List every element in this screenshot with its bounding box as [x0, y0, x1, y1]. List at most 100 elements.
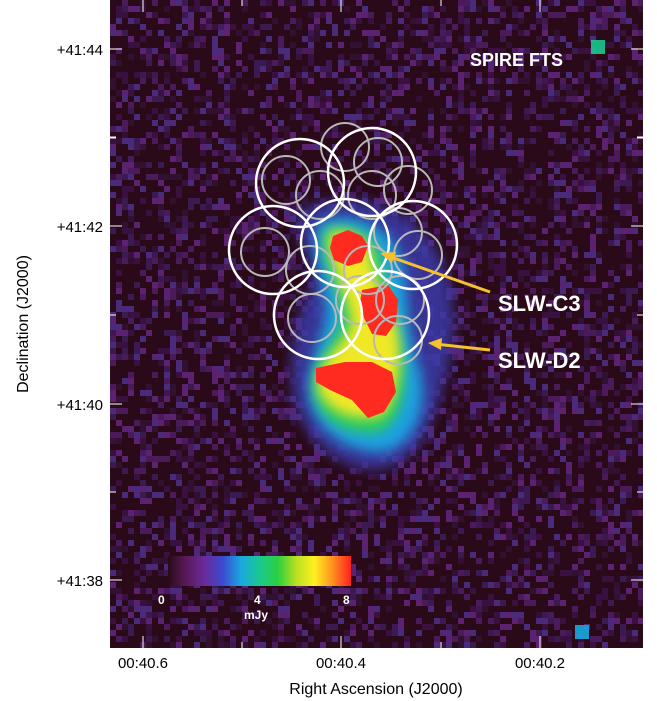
noise-pixel	[458, 552, 464, 558]
noise-pixel	[332, 612, 338, 618]
noise-pixel	[476, 168, 482, 174]
noise-pixel	[176, 642, 182, 648]
noise-pixel	[506, 546, 512, 552]
noise-pixel	[368, 72, 374, 78]
noise-pixel	[338, 588, 344, 594]
noise-pixel	[464, 510, 470, 516]
noise-pixel	[488, 504, 494, 510]
noise-pixel	[356, 0, 362, 6]
noise-pixel	[122, 30, 128, 36]
noise-pixel	[374, 642, 380, 648]
noise-pixel	[218, 600, 224, 606]
noise-pixel	[128, 612, 134, 618]
noise-pixel	[374, 60, 380, 66]
noise-pixel	[554, 162, 560, 168]
noise-pixel	[200, 438, 206, 444]
noise-pixel	[368, 30, 374, 36]
noise-pixel	[350, 564, 356, 570]
noise-pixel	[416, 510, 422, 516]
noise-pixel	[194, 132, 200, 138]
noise-pixel	[500, 264, 506, 270]
noise-pixel	[158, 570, 164, 576]
noise-pixel	[344, 486, 350, 492]
noise-pixel	[398, 492, 404, 498]
noise-pixel	[116, 72, 122, 78]
noise-pixel	[146, 276, 152, 282]
noise-pixel	[614, 408, 620, 414]
noise-pixel	[260, 486, 266, 492]
noise-pixel	[590, 438, 596, 444]
noise-pixel	[314, 24, 320, 30]
detector-circle-small	[295, 170, 345, 220]
noise-pixel	[374, 30, 380, 36]
noise-pixel	[536, 444, 542, 450]
noise-pixel	[374, 606, 380, 612]
noise-pixel	[632, 336, 638, 342]
noise-pixel	[446, 126, 452, 132]
noise-pixel	[500, 642, 506, 648]
noise-pixel	[434, 144, 440, 150]
noise-pixel	[362, 540, 368, 546]
noise-pixel	[152, 138, 158, 144]
noise-pixel	[278, 438, 284, 444]
noise-pixel	[626, 186, 632, 192]
noise-pixel	[458, 204, 464, 210]
noise-pixel	[404, 84, 410, 90]
noise-pixel	[488, 630, 494, 636]
noise-pixel	[380, 522, 386, 528]
noise-pixel	[512, 618, 518, 624]
noise-pixel	[602, 390, 608, 396]
noise-pixel	[554, 618, 560, 624]
noise-pixel	[122, 198, 128, 204]
noise-pixel	[452, 624, 458, 630]
noise-pixel	[542, 588, 548, 594]
noise-pixel	[464, 24, 470, 30]
noise-pixel	[590, 180, 596, 186]
noise-pixel	[464, 252, 470, 258]
noise-pixel	[170, 522, 176, 528]
noise-pixel	[518, 78, 524, 84]
detector-circle-large	[326, 126, 418, 218]
noise-pixel	[632, 150, 638, 156]
noise-pixel	[212, 492, 218, 498]
noise-pixel	[470, 492, 476, 498]
noise-pixel	[512, 612, 518, 618]
noise-pixel	[284, 216, 290, 222]
noise-pixel	[152, 372, 158, 378]
noise-pixel	[554, 372, 560, 378]
noise-pixel	[470, 36, 476, 42]
noise-pixel	[176, 372, 182, 378]
noise-pixel	[470, 60, 476, 66]
noise-pixel	[128, 90, 134, 96]
noise-pixel	[176, 588, 182, 594]
noise-pixel	[596, 402, 602, 408]
noise-pixel	[350, 516, 356, 522]
noise-pixel	[218, 294, 224, 300]
noise-pixel	[176, 0, 182, 6]
noise-pixel	[452, 24, 458, 30]
noise-pixel	[566, 72, 572, 78]
noise-pixel	[140, 348, 146, 354]
noise-pixel	[608, 6, 614, 12]
noise-pixel	[494, 528, 500, 534]
noise-pixel	[218, 630, 224, 636]
noise-pixel	[512, 252, 518, 258]
noise-pixel	[314, 36, 320, 42]
noise-pixel	[530, 384, 536, 390]
noise-pixel	[620, 624, 626, 630]
noise-pixel	[116, 240, 122, 246]
noise-pixel	[416, 156, 422, 162]
noise-pixel	[350, 90, 356, 96]
noise-pixel	[320, 0, 326, 6]
noise-pixel	[632, 288, 638, 294]
noise-pixel	[458, 312, 464, 318]
noise-pixel	[344, 528, 350, 534]
noise-pixel	[452, 414, 458, 420]
noise-pixel	[638, 588, 643, 594]
noise-pixel	[194, 540, 200, 546]
noise-pixel	[572, 96, 578, 102]
noise-pixel	[362, 12, 368, 18]
noise-pixel	[182, 390, 188, 396]
noise-pixel	[284, 636, 290, 642]
noise-pixel	[164, 42, 170, 48]
